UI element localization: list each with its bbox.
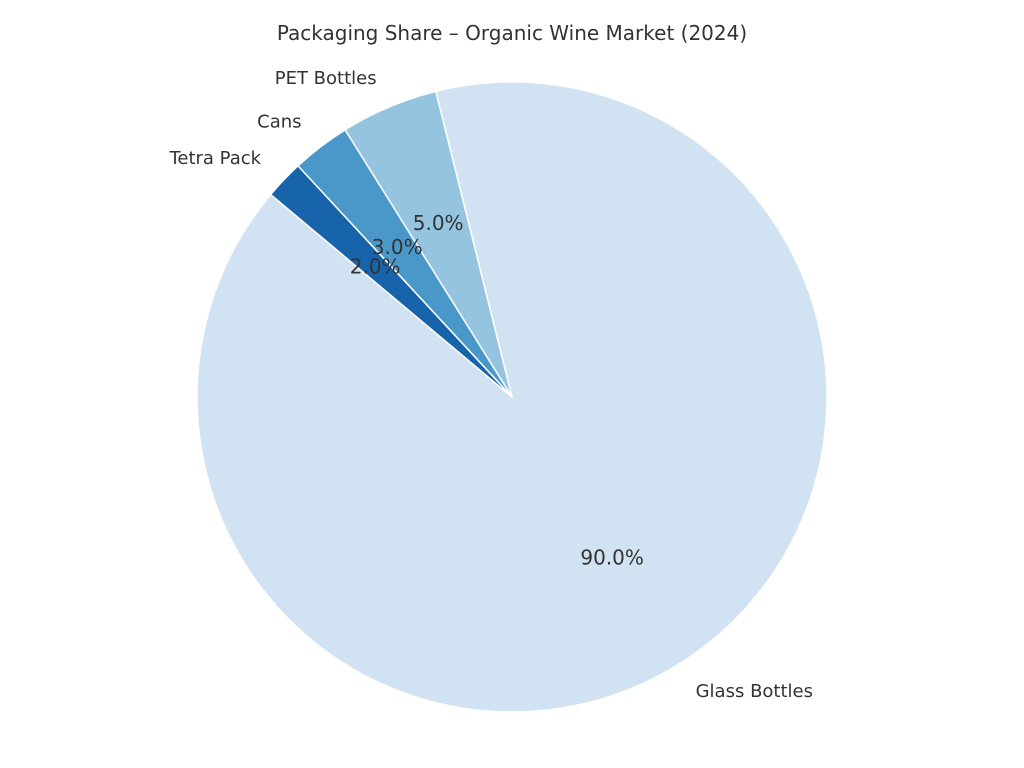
percent-label: 90.0% — [580, 545, 644, 569]
category-label: PET Bottles — [275, 68, 377, 89]
chart-title: Packaging Share – Organic Wine Market (2… — [277, 21, 747, 45]
percent-label: 5.0% — [413, 211, 464, 235]
percent-label: 3.0% — [372, 235, 423, 259]
category-label: Cans — [257, 112, 301, 133]
category-label: Glass Bottles — [696, 681, 813, 702]
category-label: Tetra Pack — [168, 148, 261, 169]
percent-label: 2.0% — [350, 255, 401, 279]
pie-slice-tetra-pack — [269, 164, 513, 398]
